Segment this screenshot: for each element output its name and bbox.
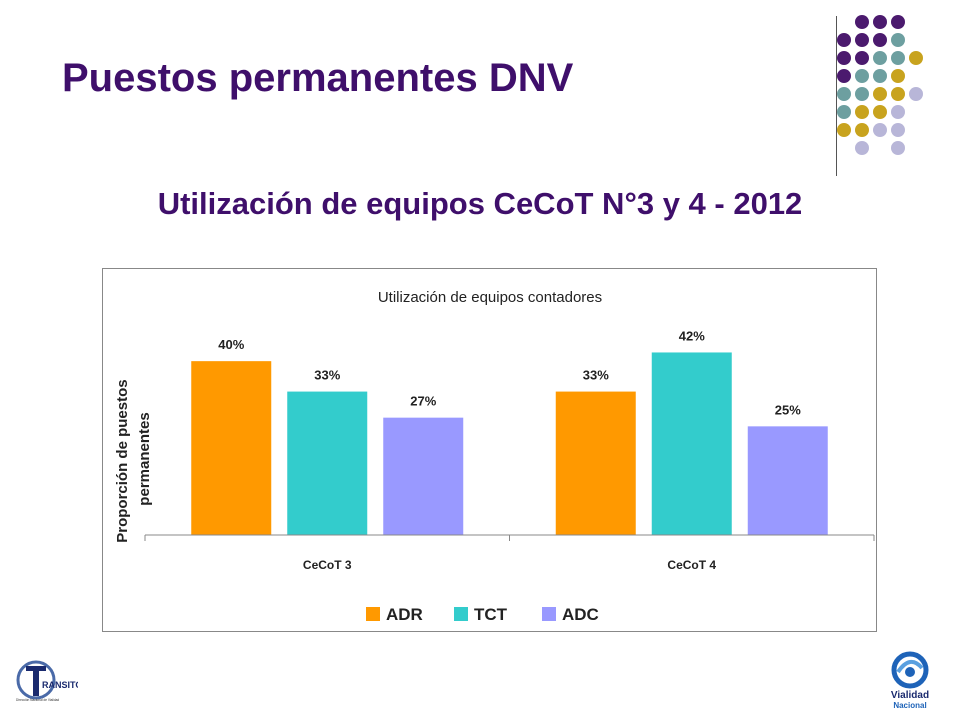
chart-title: Utilización de equipos contadores [378,289,602,306]
decor-dot [855,123,869,137]
decor-dot [891,105,905,119]
chart-legend: ADR TCT ADC [366,605,599,624]
decor-dot [873,105,887,119]
decorative-dot-grid [837,15,923,155]
decor-dot [873,15,887,29]
transito-logo-text: RANSITO [42,680,78,690]
transito-logo: RANSITO Dirección Nacional de Vialidad [16,660,78,702]
chart-bars: 40% 33% 27% 33% 42% 25% [191,328,828,535]
decor-dot [891,123,905,137]
decor-dot [837,87,851,101]
x-axis: CeCoT 3 CeCoT 4 [144,534,875,572]
x-tick-label: CeCoT 4 [667,558,716,572]
slide-title: Puestos permanentes DNV [62,56,574,100]
data-label: 27% [410,394,436,409]
decor-dot [873,33,887,47]
data-label: 42% [679,328,705,343]
bar-tct-1 [287,391,368,535]
y-axis-label: Proporción de puestos permanentes [114,375,153,543]
bar-tct-2 [651,352,732,535]
decor-dot [873,51,887,65]
decor-dot [891,69,905,83]
bar-adc-2 [747,426,828,535]
decor-dot [891,51,905,65]
decor-dot [891,87,905,101]
decor-dot [873,69,887,83]
decor-dot [873,87,887,101]
decor-dot [837,123,851,137]
decor-dot [855,69,869,83]
decor-dot [909,51,923,65]
legend-label-adc: ADC [562,605,599,624]
decor-dot [855,33,869,47]
bar-adc-1 [383,417,464,535]
decor-dot [855,15,869,29]
vialidad-nacional-logo: Vialidad Nacional [891,651,929,710]
decor-dot [837,69,851,83]
decorative-divider [836,16,837,176]
decor-dot [891,33,905,47]
x-tick-label: CeCoT 3 [303,558,352,572]
decor-dot [891,15,905,29]
legend-swatch-adc [542,607,556,621]
decor-dot [855,141,869,155]
decor-dot [837,33,851,47]
vialidad-logo-line1: Vialidad [891,690,929,701]
decor-dot [837,51,851,65]
chart-frame: Utilización de equipos contadores Propor… [102,268,877,632]
legend-swatch-tct [454,607,468,621]
decor-dot [837,105,851,119]
data-label: 33% [314,368,340,383]
decor-dot [909,87,923,101]
decor-dot [855,105,869,119]
data-label: 25% [775,402,801,417]
legend-label-adr: ADR [386,605,423,624]
decor-dot [855,51,869,65]
decor-dot [873,123,887,137]
legend-swatch-adr [366,607,380,621]
vialidad-logo-line2: Nacional [893,701,926,710]
bar-adr-1 [191,361,272,535]
data-label: 40% [218,337,244,352]
bar-chart: Utilización de equipos contadores Propor… [114,289,875,624]
legend-label-tct: TCT [474,605,508,624]
decor-dot [855,87,869,101]
decor-dot [891,141,905,155]
slide-subtitle: Utilización de equipos CeCoT N°3 y 4 - 2… [157,186,803,221]
data-label: 33% [583,368,609,383]
bar-adr-2 [555,391,636,535]
transito-logo-subtext: Dirección Nacional de Vialidad [16,698,59,702]
